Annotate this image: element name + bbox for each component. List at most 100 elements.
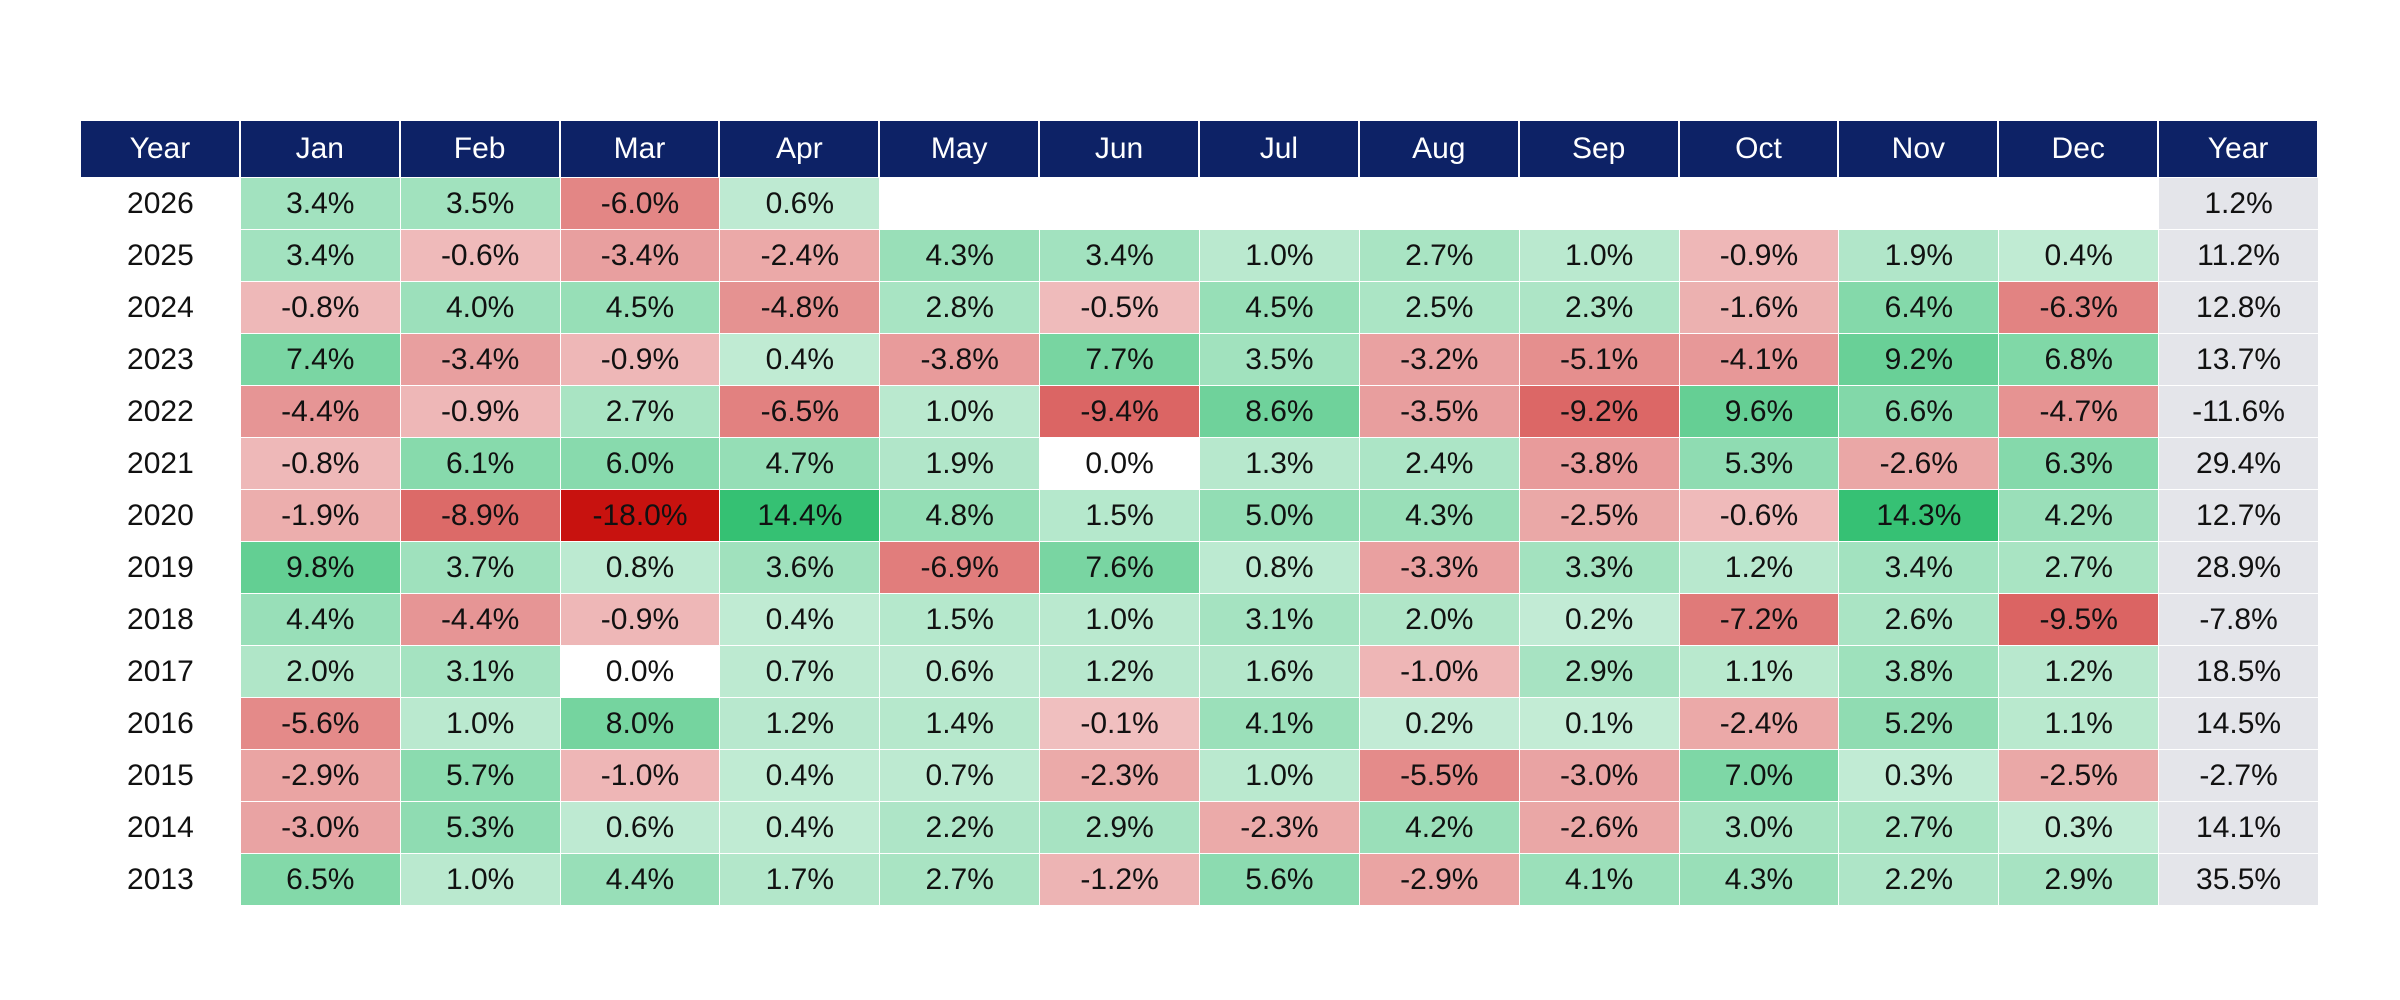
month-return: 1.0%: [1200, 230, 1360, 282]
month-return: 4.7%: [720, 438, 881, 490]
month-return: 1.9%: [1839, 230, 2000, 282]
month-return: 2.7%: [1359, 230, 1520, 282]
month-return: 2.7%: [1999, 542, 2160, 594]
month-return: -6.3%: [1999, 282, 2160, 334]
month-return: 4.5%: [1200, 282, 1360, 334]
month-return: -3.0%: [240, 802, 401, 854]
month-return: 0.7%: [720, 646, 881, 698]
month-return: -0.5%: [1040, 282, 1200, 334]
year-label: 2023: [81, 334, 241, 386]
month-return: 7.0%: [1679, 750, 1840, 802]
month-return: 6.6%: [1839, 386, 2000, 438]
month-return: 2.9%: [1999, 854, 2160, 906]
month-return: -5.5%: [1359, 750, 1520, 802]
month-return: 4.3%: [1359, 490, 1520, 542]
month-return: -4.4%: [240, 386, 401, 438]
month-return: 3.8%: [1839, 646, 2000, 698]
year-total: 29.4%: [2159, 438, 2319, 490]
year-total: 14.1%: [2159, 802, 2319, 854]
month-return: 6.8%: [1999, 334, 2160, 386]
month-return: -1.2%: [1040, 854, 1200, 906]
month-return: 5.0%: [1200, 490, 1360, 542]
year-label: 2024: [81, 282, 241, 334]
header-cell: May: [880, 121, 1041, 178]
month-return: 9.8%: [240, 542, 401, 594]
month-return: 3.0%: [1679, 802, 1840, 854]
month-return: 0.1%: [1519, 698, 1680, 750]
month-return: -6.0%: [560, 178, 721, 230]
month-return: -3.2%: [1359, 334, 1520, 386]
year-label: 2026: [81, 178, 241, 230]
month-return: -2.3%: [1200, 802, 1360, 854]
year-total: 13.7%: [2159, 334, 2319, 386]
month-return: 2.2%: [880, 802, 1041, 854]
year-label: 2022: [81, 386, 241, 438]
year-label: 2025: [81, 230, 241, 282]
month-return: 4.3%: [1679, 854, 1840, 906]
month-return: 14.4%: [720, 490, 881, 542]
month-return: -3.4%: [560, 230, 721, 282]
month-return: 0.4%: [720, 802, 881, 854]
month-return: -4.7%: [1999, 386, 2160, 438]
month-return: -5.6%: [240, 698, 401, 750]
month-return: -0.8%: [240, 438, 401, 490]
month-return: 1.2%: [1040, 646, 1200, 698]
month-return: 0.6%: [560, 802, 721, 854]
month-return: 2.9%: [1040, 802, 1200, 854]
month-return: 1.1%: [1679, 646, 1840, 698]
month-return: 4.5%: [560, 282, 721, 334]
month-return: -2.4%: [720, 230, 881, 282]
month-return: 4.3%: [880, 230, 1041, 282]
month-return: -9.5%: [1999, 594, 2160, 646]
month-return: 1.3%: [1200, 438, 1360, 490]
month-return: -0.8%: [240, 282, 401, 334]
month-return: 2.2%: [1839, 854, 2000, 906]
month-return: -3.5%: [1359, 386, 1520, 438]
month-return: 4.4%: [240, 594, 401, 646]
month-return: -1.0%: [560, 750, 721, 802]
header-cell: Sep: [1519, 121, 1680, 178]
month-return: 2.0%: [240, 646, 401, 698]
month-return: 1.7%: [720, 854, 881, 906]
returns-table: Year Jan Feb Mar Apr May Jun Jul Aug Sep Oct Nov Dec…: [81, 121, 2319, 906]
year-label: 2020: [81, 490, 241, 542]
month-return: -9.2%: [1519, 386, 1680, 438]
month-return: 3.6%: [720, 542, 881, 594]
month-return: 0.8%: [1200, 542, 1360, 594]
month-return: -8.9%: [400, 490, 561, 542]
month-return: 1.9%: [880, 438, 1041, 490]
month-return: 1.0%: [400, 854, 561, 906]
month-return: 4.4%: [560, 854, 721, 906]
year-label: 2015: [81, 750, 241, 802]
month-return: -3.8%: [1519, 438, 1680, 490]
year-total: 11.2%: [2159, 230, 2319, 282]
month-return: -0.9%: [560, 594, 721, 646]
month-return: -1.0%: [1359, 646, 1520, 698]
month-return: 0.8%: [560, 542, 721, 594]
month-return: 1.4%: [880, 698, 1041, 750]
month-return: 0.2%: [1519, 594, 1680, 646]
month-return: 8.0%: [560, 698, 721, 750]
month-return: 1.5%: [880, 594, 1041, 646]
year-total: -11.6%: [2159, 386, 2319, 438]
month-return: -2.6%: [1519, 802, 1680, 854]
year-label: 2021: [81, 438, 241, 490]
month-return: 3.4%: [1040, 230, 1200, 282]
month-return: 3.4%: [240, 230, 401, 282]
empty-cell: [1200, 178, 1360, 230]
month-return: 2.7%: [560, 386, 721, 438]
month-return: 6.5%: [240, 854, 401, 906]
month-return: 0.6%: [720, 178, 881, 230]
month-return: -2.9%: [1359, 854, 1520, 906]
month-return: 4.1%: [1200, 698, 1360, 750]
year-total: 1.2%: [2159, 178, 2319, 230]
month-return: 0.4%: [720, 750, 881, 802]
month-return: -0.6%: [1679, 490, 1840, 542]
month-return: 3.4%: [240, 178, 401, 230]
header-cell: Jan: [240, 121, 401, 178]
month-return: -0.9%: [400, 386, 561, 438]
month-return: -7.2%: [1679, 594, 1840, 646]
month-return: -0.9%: [1679, 230, 1840, 282]
empty-cell: [1519, 178, 1680, 230]
month-return: 6.1%: [400, 438, 561, 490]
